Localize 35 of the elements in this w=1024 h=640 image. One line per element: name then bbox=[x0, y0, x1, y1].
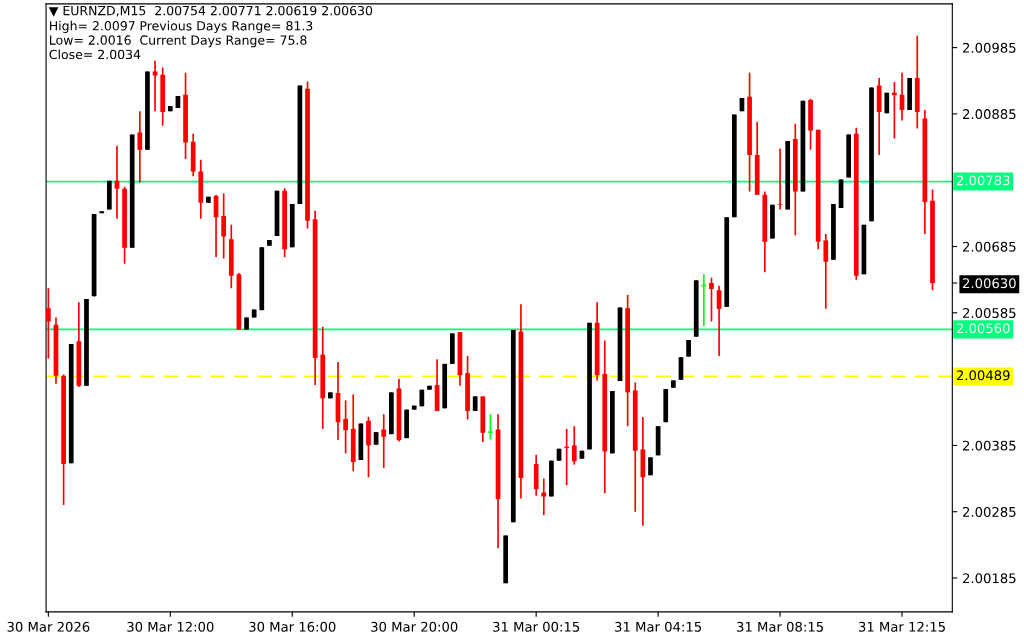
y-tick-label: 2.00385 bbox=[963, 440, 1016, 451]
y-tick-label: 2.00630 bbox=[963, 278, 1016, 289]
candlestick bbox=[487, 413, 494, 441]
y-tick-label: 2.00585 bbox=[963, 308, 1016, 319]
annotation: Previous Days Range= 81.3 bbox=[140, 20, 313, 33]
candlestick bbox=[571, 425, 577, 466]
x-tick-label: 30 Mar 2026 bbox=[7, 621, 90, 632]
x-tick-label: 31 Mar 04:15 bbox=[615, 621, 702, 632]
y-tick-label: 2.00985 bbox=[963, 42, 1016, 53]
annotation: Close= 2.0034 bbox=[49, 49, 141, 60]
y-tick-label: 2.00285 bbox=[963, 506, 1016, 517]
y-tick-label: 2.00885 bbox=[963, 109, 1016, 120]
annotation: Low= 2.0016 bbox=[50, 35, 131, 45]
ref-line-label: 2.00783 bbox=[956, 175, 1010, 186]
annotation: High= 2.0097 bbox=[50, 20, 135, 33]
candlestick bbox=[221, 192, 227, 260]
ref-line-label: 2.00560 bbox=[956, 323, 1010, 334]
x-tick-label: 31 Mar 00:15 bbox=[493, 621, 580, 632]
ref-line-label: 2.00489 bbox=[956, 370, 1010, 381]
candlestick bbox=[823, 233, 829, 310]
x-tick-label: 30 Mar 16:00 bbox=[249, 621, 336, 632]
candlestick bbox=[777, 147, 783, 211]
candlestick bbox=[137, 110, 143, 184]
chart-title: ▼ EURNZD,M15 2.00754 2.00771 2.00619 2.00630 bbox=[48, 5, 373, 17]
candlestick bbox=[709, 276, 714, 323]
y-tick-label: 2.00185 bbox=[963, 573, 1016, 584]
candlestick bbox=[381, 413, 387, 469]
x-tick-label: 31 Mar 12:15 bbox=[858, 621, 945, 632]
x-tick-label: 30 Mar 12:00 bbox=[127, 621, 214, 632]
annotation: Current Days Range= 75.8 bbox=[140, 35, 307, 48]
x-tick-label: 30 Mar 20:00 bbox=[371, 621, 458, 632]
y-tick-label: 2.00685 bbox=[963, 241, 1016, 252]
candlestick bbox=[541, 477, 547, 516]
candlestick bbox=[343, 399, 348, 455]
x-tick-label: 31 Mar 08:15 bbox=[737, 621, 823, 632]
